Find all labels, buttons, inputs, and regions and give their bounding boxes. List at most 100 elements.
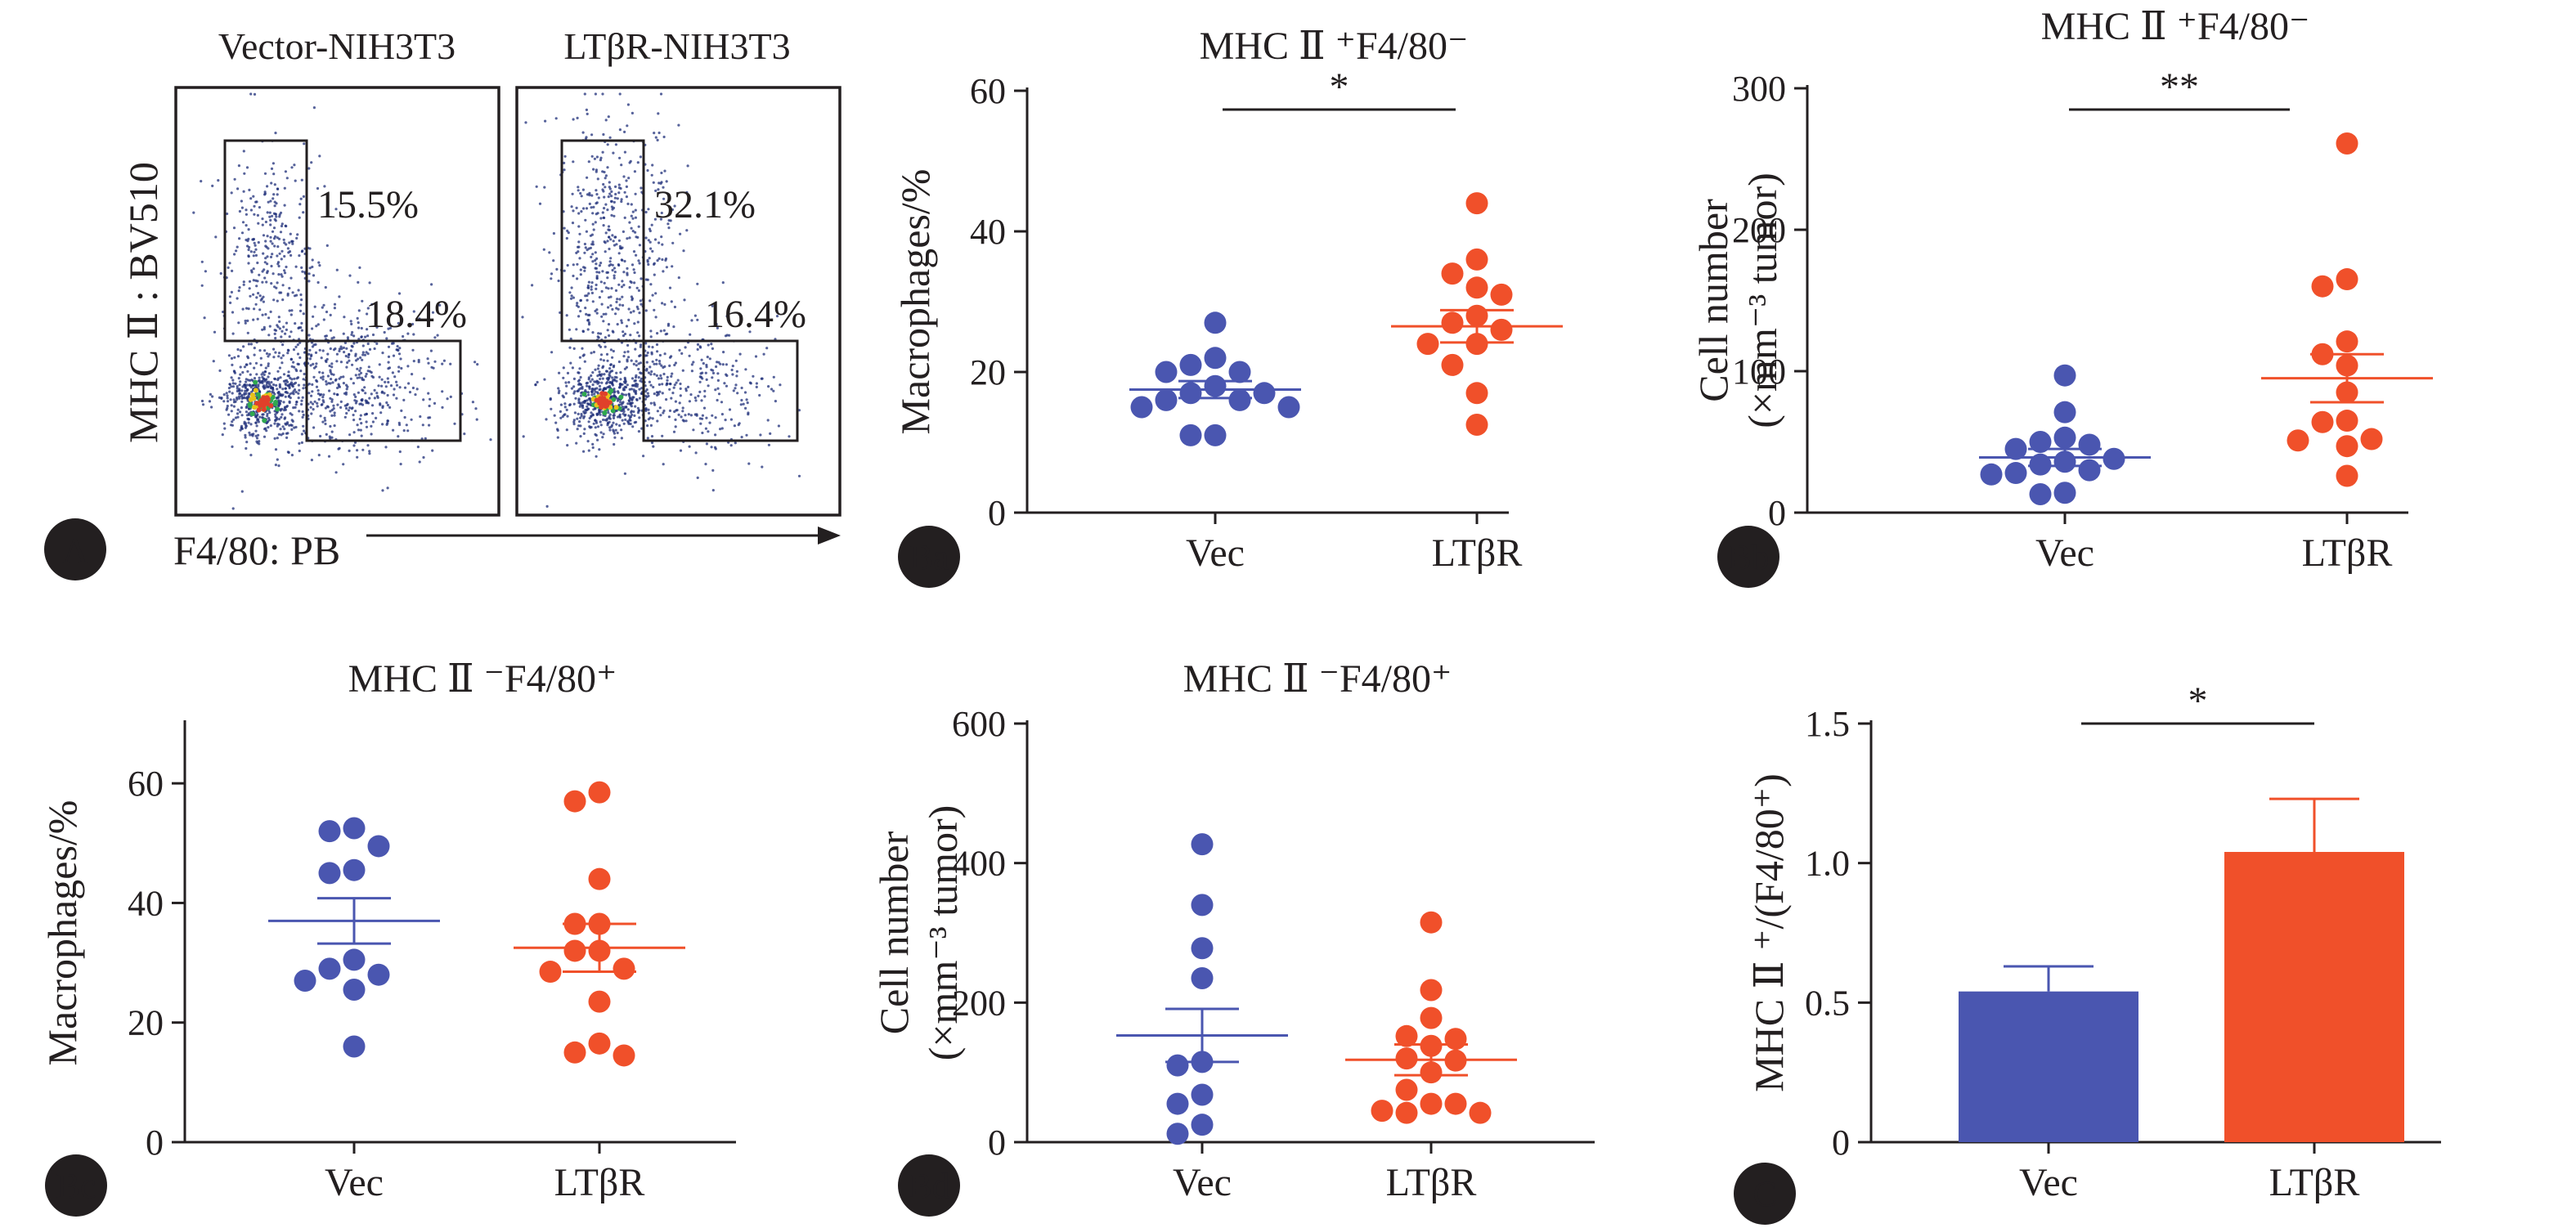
flow-dot xyxy=(267,362,270,365)
flow-dot xyxy=(649,424,653,428)
flow-dot xyxy=(615,376,618,379)
flow-dot xyxy=(321,371,325,374)
panel-label-text: Bc xyxy=(56,1166,96,1206)
flow-dot xyxy=(277,464,280,468)
flow-dot xyxy=(375,395,379,398)
flow-dot xyxy=(355,400,358,403)
flow-dot xyxy=(281,393,285,397)
flow-dot xyxy=(433,401,437,405)
flow-dot xyxy=(273,332,276,335)
flow-dot xyxy=(245,380,248,383)
flow-dot xyxy=(650,173,653,177)
flow-dot xyxy=(632,388,635,392)
flow-dot xyxy=(595,276,599,280)
flow-dot xyxy=(352,382,355,385)
y-axis-label-unit: (×mm⁻³ tumor) xyxy=(1739,173,1785,428)
flow-dot xyxy=(705,416,708,419)
flow-dot xyxy=(685,190,689,194)
x-category-label: Vec xyxy=(2035,531,2094,575)
flow-dot xyxy=(604,241,607,244)
flow-dot xyxy=(696,347,699,351)
flow-dot xyxy=(658,362,662,365)
flow-dot xyxy=(303,142,306,146)
flow-dot xyxy=(680,352,684,355)
flow-dot xyxy=(576,428,579,431)
flow-dot xyxy=(622,175,626,178)
flow-dot xyxy=(586,249,589,252)
flow-dot xyxy=(276,424,279,428)
flow-dot xyxy=(649,247,653,250)
flow-dot xyxy=(338,295,341,298)
flow-dot xyxy=(606,386,609,389)
flow-dot xyxy=(239,373,242,376)
flow-dot xyxy=(371,333,375,337)
flow-dot xyxy=(254,421,258,424)
flow-dot xyxy=(381,405,384,408)
flow-dot xyxy=(316,392,321,396)
flow-dot xyxy=(245,307,249,310)
flow-dot xyxy=(561,415,564,419)
flow-dot xyxy=(408,391,412,394)
flow-dot xyxy=(609,363,613,366)
flow-dot xyxy=(412,310,415,313)
flow-dot xyxy=(200,260,204,263)
y-tick-label: 300 xyxy=(1732,69,1786,109)
flow-dot xyxy=(274,337,277,340)
flow-dot xyxy=(229,424,233,427)
flow-dot xyxy=(623,385,627,388)
flow-dot xyxy=(601,150,604,154)
flow-dot xyxy=(661,383,664,386)
flow-dot xyxy=(326,374,330,378)
flow-dot xyxy=(740,398,743,402)
y-tick-label: 60 xyxy=(128,764,164,804)
flow-dot xyxy=(606,276,609,280)
flow-dot xyxy=(605,271,608,274)
flow-dot xyxy=(646,351,649,355)
flow-dot xyxy=(637,259,640,262)
flow-dot xyxy=(729,418,734,421)
flow-dot xyxy=(338,349,341,352)
flow-dot xyxy=(624,418,627,421)
svg-text:A: A xyxy=(62,531,88,571)
flow-dot xyxy=(300,402,303,406)
flow-dot xyxy=(251,434,254,437)
flow-dot xyxy=(711,304,714,307)
flow-dot xyxy=(359,428,362,432)
flow-dot xyxy=(724,334,728,338)
flow-dot xyxy=(591,414,595,417)
flow-dot xyxy=(622,422,626,425)
flow-dot xyxy=(608,367,612,370)
flow-dot xyxy=(599,262,603,265)
flow-dot xyxy=(263,349,267,352)
flow-dot xyxy=(370,303,374,306)
flow-dot xyxy=(242,150,245,153)
flow-dot xyxy=(293,377,296,380)
flow-dot xyxy=(609,257,613,260)
flow-dot xyxy=(366,312,369,316)
flow-dot xyxy=(227,413,231,416)
significance-marker: * xyxy=(2188,679,2208,723)
flow-dot xyxy=(576,277,579,280)
flow-dot xyxy=(640,303,643,306)
flow-dot xyxy=(629,401,633,405)
flow-dot xyxy=(388,406,392,409)
flow-dot xyxy=(591,222,595,226)
flow-dot xyxy=(720,413,725,416)
flow-dot xyxy=(316,380,319,383)
flow-dot xyxy=(267,334,271,337)
flow-dot xyxy=(687,413,690,416)
flow-dot xyxy=(366,444,370,447)
flow-dot xyxy=(291,242,294,245)
flow-dot xyxy=(302,387,305,390)
flow-dot xyxy=(227,400,230,403)
flow-dot xyxy=(321,375,325,379)
flow-dot xyxy=(568,291,572,294)
flow-dot xyxy=(613,442,616,446)
flow-dot xyxy=(578,405,581,408)
flow-dot xyxy=(400,409,403,412)
flow-dot xyxy=(610,190,613,193)
flow-dot xyxy=(387,380,390,384)
flow-dot xyxy=(596,380,599,383)
flow-dot xyxy=(269,218,272,222)
